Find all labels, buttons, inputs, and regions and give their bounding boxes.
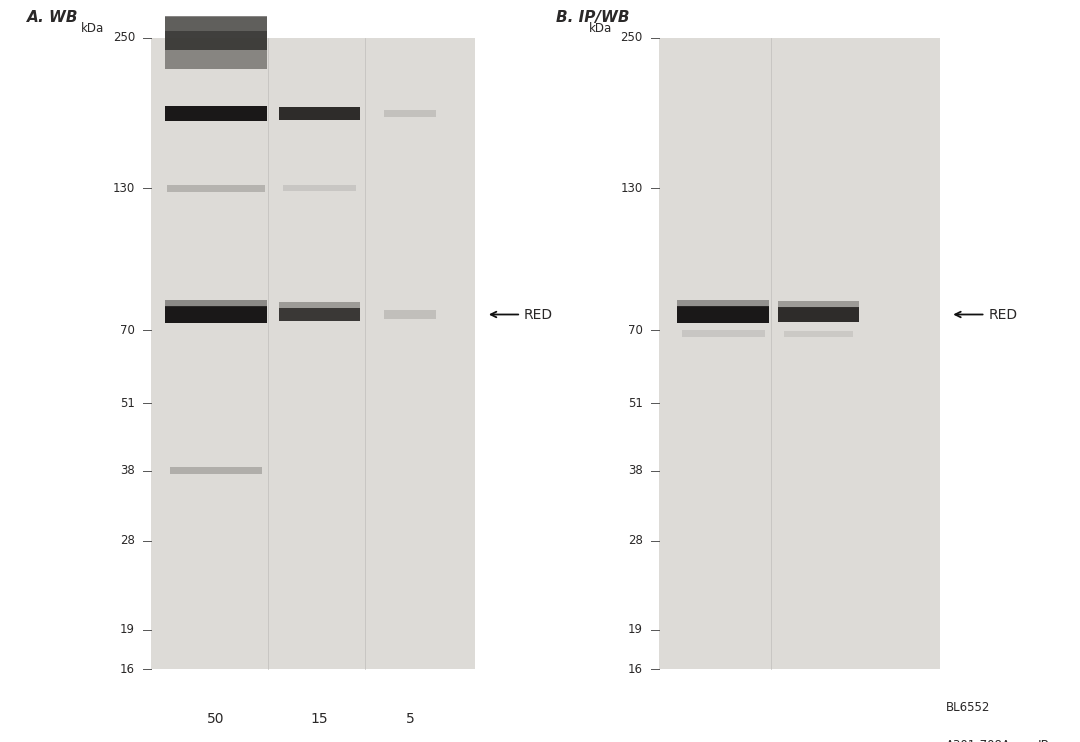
Bar (784, 331, 853, 337)
Text: 51: 51 (120, 396, 135, 410)
Bar (165, 16, 268, 31)
Bar (659, 38, 940, 669)
Text: 28: 28 (627, 534, 643, 548)
Bar (280, 107, 361, 119)
Bar (283, 186, 356, 191)
Text: 38: 38 (627, 464, 643, 477)
Text: 51: 51 (627, 396, 643, 410)
Text: BL6552: BL6552 (946, 700, 990, 714)
Bar (677, 306, 769, 323)
Text: 15: 15 (311, 712, 328, 726)
Bar (165, 306, 268, 323)
Text: A. WB: A. WB (27, 10, 79, 25)
Bar (280, 308, 361, 321)
Bar (165, 31, 268, 50)
Text: 130: 130 (620, 182, 643, 194)
Bar (779, 301, 860, 308)
Bar (165, 106, 268, 121)
Text: 70: 70 (120, 324, 135, 337)
Text: 28: 28 (120, 534, 135, 548)
Bar (677, 300, 769, 307)
Bar (779, 307, 860, 322)
Bar (165, 17, 268, 69)
Bar (167, 185, 265, 191)
Text: RED: RED (988, 307, 1017, 321)
Text: RED: RED (524, 307, 553, 321)
Text: 16: 16 (120, 663, 135, 676)
Bar (378, 697, 443, 742)
Text: 50: 50 (207, 712, 225, 726)
Text: A301-708A: A301-708A (946, 739, 1011, 742)
Text: 16: 16 (627, 663, 643, 676)
Bar (683, 330, 765, 338)
Bar (170, 467, 262, 474)
Text: 38: 38 (120, 464, 135, 477)
Text: IP: IP (1038, 739, 1049, 742)
Bar (165, 697, 268, 742)
Text: kDa: kDa (81, 22, 105, 34)
Text: 250: 250 (112, 31, 135, 45)
Text: 70: 70 (627, 324, 643, 337)
Text: 5: 5 (406, 712, 415, 726)
Bar (280, 302, 361, 308)
Bar (151, 38, 475, 669)
Bar (384, 310, 436, 319)
Bar (384, 110, 436, 116)
Text: 19: 19 (627, 623, 643, 637)
Text: 19: 19 (120, 623, 135, 637)
Bar (165, 300, 268, 307)
Text: 250: 250 (620, 31, 643, 45)
Text: B. IP/WB: B. IP/WB (556, 10, 630, 25)
Text: kDa: kDa (589, 22, 612, 34)
Bar (280, 697, 361, 742)
Text: 130: 130 (112, 182, 135, 194)
